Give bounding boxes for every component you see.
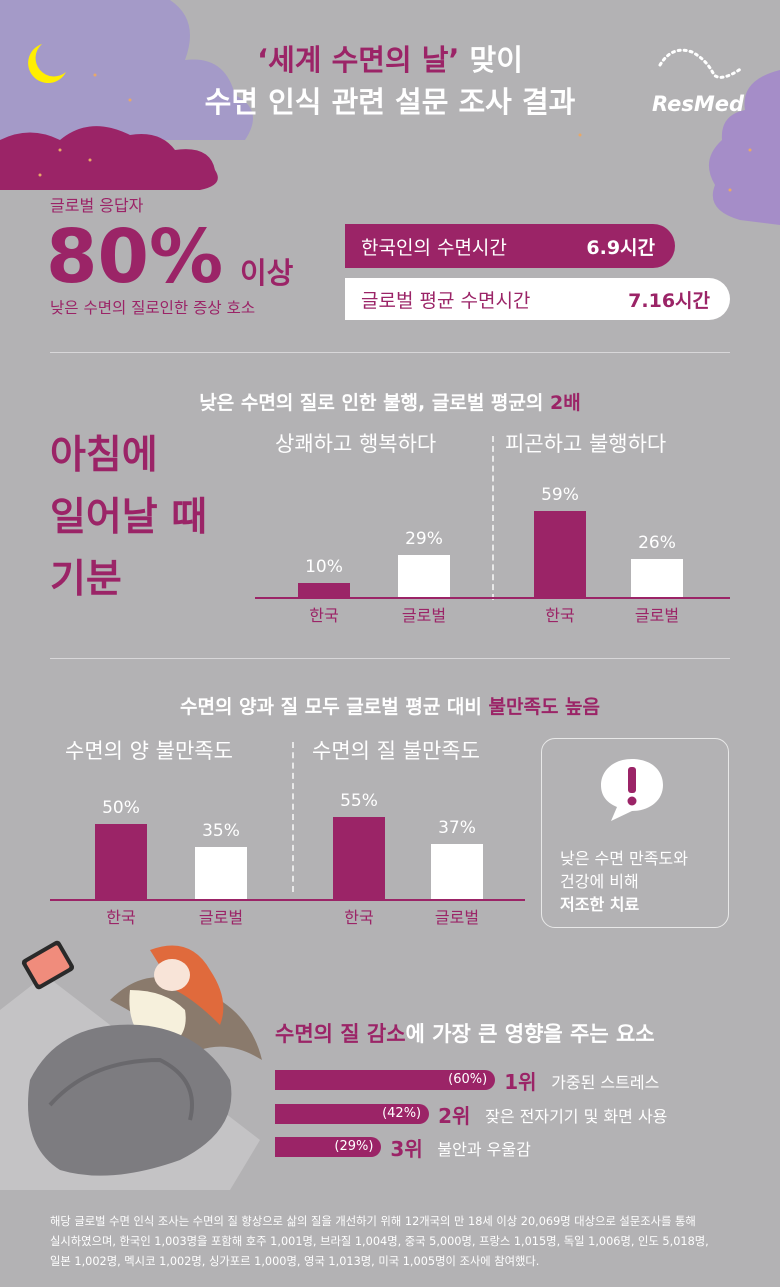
ranking-bar: (29%) <box>275 1137 382 1157</box>
title-rest: 맞이 <box>459 43 523 77</box>
category-label: 한국 <box>106 908 136 927</box>
page-title-line1: ‘세계 수면의 날’ 맞이 <box>0 40 780 80</box>
group-divider <box>492 436 494 600</box>
side-title-line: 기분 <box>50 557 122 602</box>
summary-suffix: 이상 <box>240 256 294 290</box>
section3-heading-highlight: 수면의 질 감소 <box>275 1022 406 1046</box>
global-sleep-value: 7.16시간 <box>628 289 710 312</box>
footnote-line: 해당 글로벌 수면 인식 조사는 수면의 질 향상으로 삶의 질을 개선하기 위… <box>50 1215 696 1228</box>
factor-label: 가중된 스트레스 <box>551 1073 660 1092</box>
summary-label: 글로벌 응답자 <box>50 196 144 215</box>
resmed-logo: ResMed <box>652 40 752 120</box>
section2-heading-text: 수면의 양과 질 모두 글로벌 평균 대비 <box>179 696 489 718</box>
chart-bar <box>398 554 450 597</box>
chart-bar <box>298 582 350 597</box>
value-label: 37% <box>438 817 476 838</box>
korea-sleep-value: 6.9시간 <box>586 236 655 259</box>
side-title-line: 일어날 때 <box>50 495 208 540</box>
section3-heading: 수면의 질 감소에 가장 큰 영향을 주는 요소 <box>275 1018 655 1048</box>
group-label: 상쾌하고 행복하다 <box>275 432 437 456</box>
global-sleep-label: 글로벌 평균 수면시간 <box>361 289 531 312</box>
divider <box>50 352 730 353</box>
rank-label: 1위 <box>504 1070 537 1094</box>
callout-text: 건강에 비해 <box>560 872 639 891</box>
factor-label: 잦은 전자기기 및 화면 사용 <box>485 1106 668 1126</box>
section2-heading: 수면의 양과 질 모두 글로벌 평균 대비 불만족도 높음 <box>0 692 780 719</box>
value-label: 50% <box>102 798 140 818</box>
chart-baseline <box>255 597 730 599</box>
side-title-line: 아침에 <box>50 433 158 478</box>
exclamation-bubble-icon <box>601 759 663 821</box>
sleeping-person-illustration <box>0 940 262 1190</box>
group-divider <box>292 742 294 892</box>
footnote-line: 실시하였으며, 한국인 1,003명을 포함해 호주 1,001명, 브라질 1… <box>50 1235 709 1248</box>
category-label: 한국 <box>309 606 339 625</box>
value-label: 35% <box>202 820 240 841</box>
moon-icon <box>28 44 66 84</box>
value-label: 55% <box>340 790 378 811</box>
chart-baseline <box>50 899 525 901</box>
section3-heading-text: 에 가장 큰 영향을 주는 요소 <box>405 1022 655 1046</box>
category-label: 글로벌 <box>401 606 447 625</box>
phone-icon <box>21 940 75 990</box>
global-sleep-time-bar: 글로벌 평균 수면시간 7.16시간 <box>345 278 730 320</box>
chart-bar <box>631 559 683 597</box>
footnote: 해당 글로벌 수면 인식 조사는 수면의 질 향상으로 삶의 질을 개선하기 위… <box>50 1212 709 1272</box>
summary-caption: 낮은 수면의 질로인한 증상 호소 <box>50 299 256 317</box>
value-label: 29% <box>405 528 443 549</box>
group-label: 수면의 질 불만족도 <box>312 739 480 763</box>
section1-side-title: 아침에 일어날 때 기분 <box>50 425 207 611</box>
korea-sleep-label: 한국인의 수면시간 <box>361 236 507 259</box>
chart-bar <box>95 824 147 899</box>
category-label: 글로벌 <box>198 908 244 927</box>
title-highlight: ‘세계 수면의 날’ <box>257 43 460 77</box>
section2-heading-highlight: 불만족도 높음 <box>488 696 601 718</box>
group-label: 피곤하고 불행하다 <box>505 432 667 456</box>
chart-bar <box>534 511 586 597</box>
section1-heading: 낮은 수면의 질로 인한 불행, 글로벌 평균의 2배 <box>0 388 780 415</box>
chart-bar <box>333 816 385 899</box>
chart-bar <box>195 846 247 899</box>
callout-bold-text: 저조한 치료 <box>560 895 640 914</box>
category-label: 한국 <box>344 908 374 927</box>
rank-label: 3위 <box>390 1137 423 1161</box>
section1-heading-highlight: 2배 <box>549 392 581 414</box>
divider <box>50 658 730 659</box>
section1-heading-text: 낮은 수면의 질로 인한 불행, 글로벌 평균의 <box>199 392 550 414</box>
value-label: 26% <box>638 533 676 554</box>
summary-big-value: 80% <box>46 214 224 300</box>
page-title-line2: 수면 인식 관련 설문 조사 결과 <box>204 85 576 119</box>
korea-sleep-time-bar: 한국인의 수면시간 6.9시간 <box>345 224 675 268</box>
footnote-line: 일본 1,002명, 멕시코 1,002명, 싱가포르 1,000명, 영국 1… <box>50 1255 540 1268</box>
callout-text: 낮은 수면 만족도와 <box>560 849 688 868</box>
ranking-bar: (60%) <box>275 1070 496 1090</box>
chart-bar <box>431 843 483 899</box>
category-label: 글로벌 <box>434 908 480 927</box>
group-label: 수면의 양 불만족도 <box>65 739 233 763</box>
value-label: 10% <box>305 556 343 577</box>
logo-wave-icon <box>658 48 744 79</box>
night-clouds-decoration <box>0 0 780 225</box>
category-label: 글로벌 <box>634 606 680 625</box>
logo-text: ResMed <box>652 92 745 116</box>
ranking-bar: (42%) <box>275 1103 430 1124</box>
factor-label: 불안과 우울감 <box>437 1140 531 1159</box>
callout-box: 낮은 수면 만족도와 건강에 비해 저조한 치료 <box>541 738 729 928</box>
rank-label: 2위 <box>438 1103 471 1128</box>
value-label: 59% <box>541 485 579 506</box>
category-label: 한국 <box>545 606 575 625</box>
